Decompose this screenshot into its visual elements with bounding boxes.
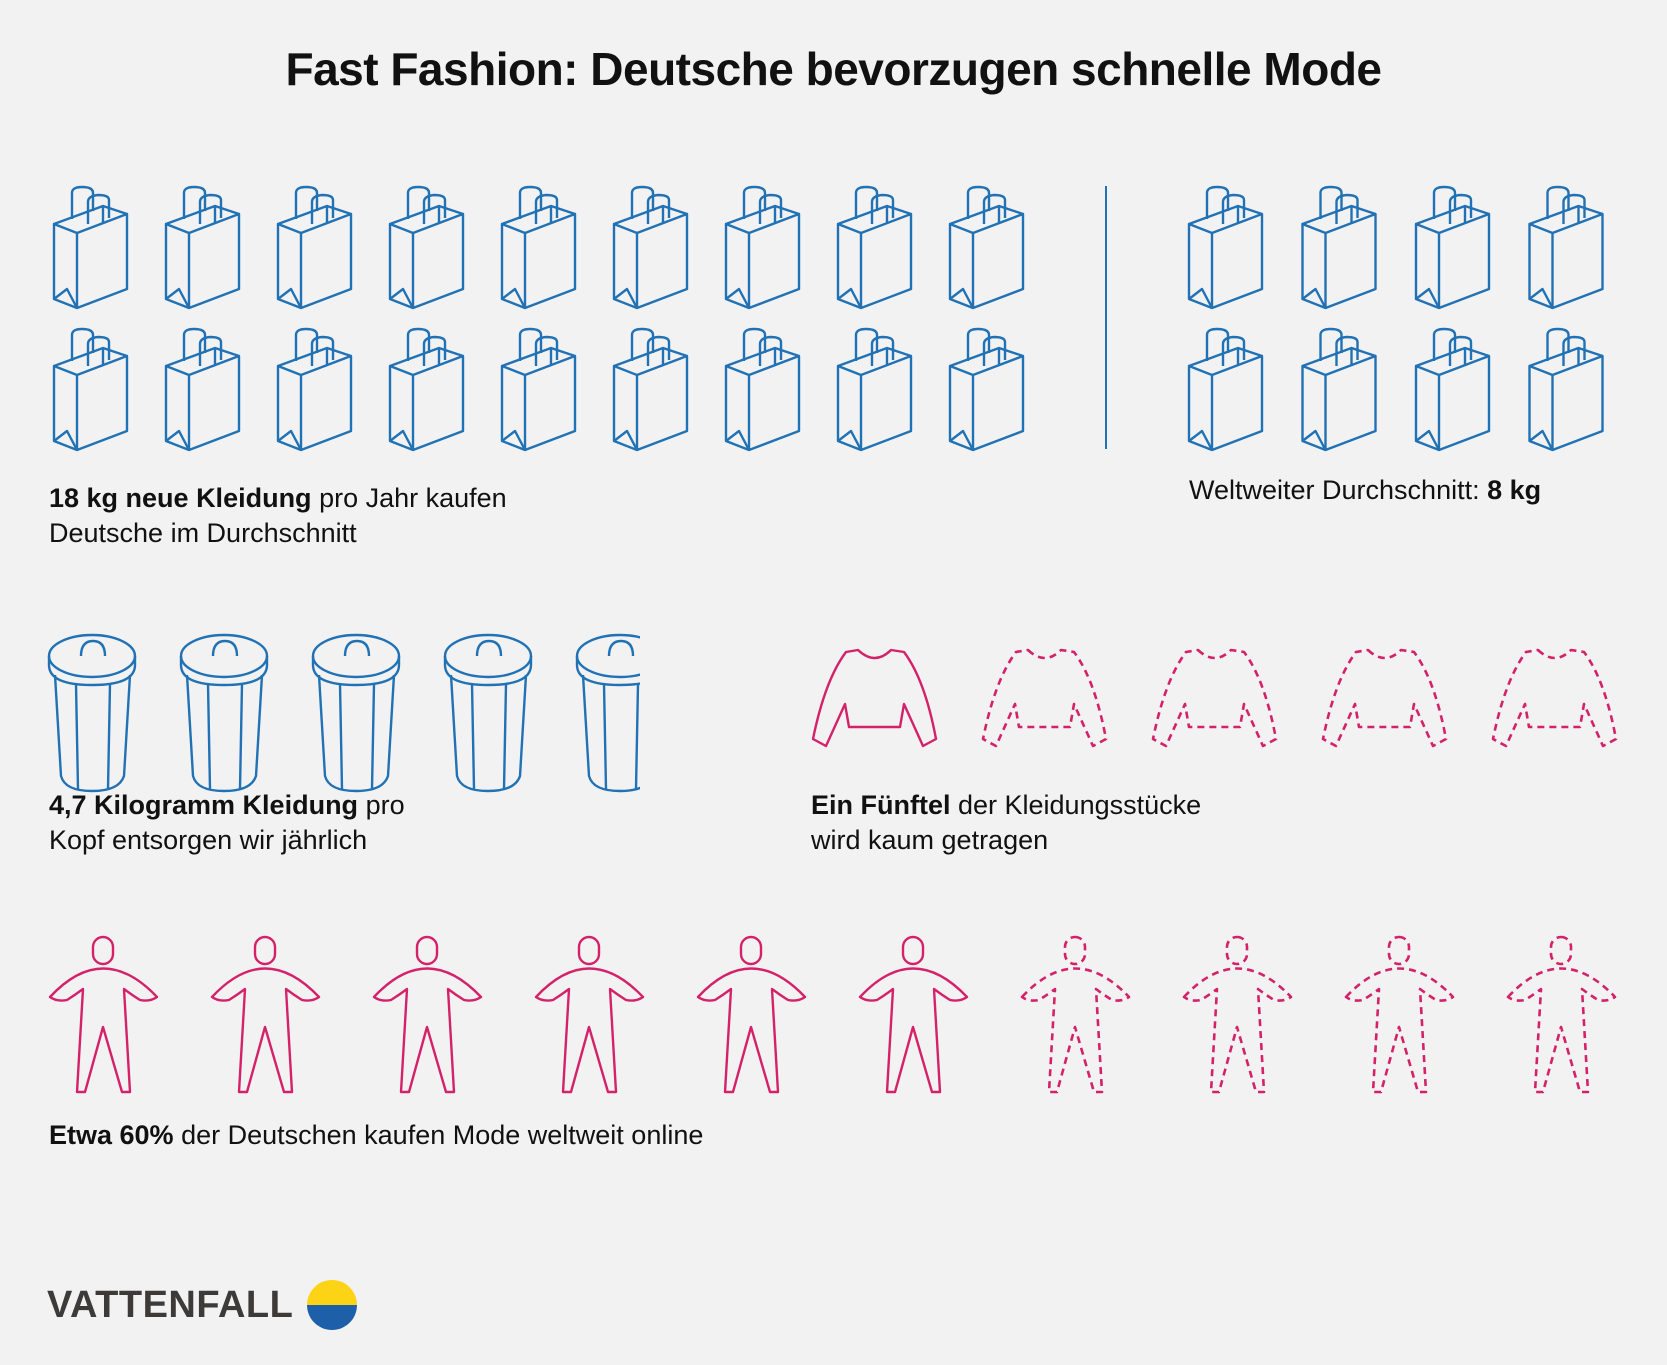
shopping-bag-icon — [836, 185, 913, 310]
stat-world-bags: Weltweiter Durchschnitt: 8 kg — [1189, 475, 1542, 505]
shopping-bag-icon — [1414, 185, 1491, 310]
shopping-bag-icon — [724, 185, 801, 310]
bags-germany — [52, 185, 1025, 452]
shopping-bag-icon — [1187, 327, 1264, 452]
sweater-outline-icon — [981, 648, 1108, 748]
trash-can-icon — [47, 633, 137, 793]
shopping-bag-icon — [500, 327, 577, 452]
page-title: Fast Fashion: Deutsche bevorzugen schnel… — [285, 43, 1382, 95]
sweater-outline-icon — [1321, 648, 1448, 748]
shopping-bag-icon — [1528, 327, 1604, 452]
vattenfall-logo: VATTENFALL — [47, 1280, 358, 1330]
shopping-bag-icon — [500, 185, 577, 310]
trash-can-icon — [311, 633, 401, 793]
shopping-bag-icon — [276, 327, 353, 452]
shopping-bag-icon — [1187, 185, 1264, 310]
sweater-outline-icon — [1491, 648, 1618, 748]
shopping-bag-icon — [948, 185, 1025, 310]
sweater-icon — [811, 648, 938, 748]
shopping-bag-icon — [52, 327, 129, 452]
person-outline-icon — [1020, 935, 1131, 1094]
shopping-bag-icon — [388, 327, 465, 452]
shopping-bag-icon — [612, 185, 689, 310]
shopping-bag-icon — [52, 185, 129, 310]
shopping-bag-icon — [1301, 327, 1377, 452]
person-icon — [534, 935, 645, 1094]
shopping-bag-icon — [1301, 185, 1377, 310]
stat-people: Etwa 60% der Deutschen kaufen Mode weltw… — [49, 1120, 704, 1150]
shopping-bag-icon — [164, 327, 241, 452]
shopping-bag-icon — [836, 327, 913, 452]
person-outline-icon — [1506, 935, 1617, 1094]
logo-disc-icon — [307, 1280, 358, 1330]
shopping-bag-icon — [1528, 185, 1604, 310]
sweaters — [811, 648, 1618, 748]
trash-can-icon — [443, 633, 533, 793]
stat-sweaters: Ein Fünftel der Kleidungsstücke wird kaum… — [811, 790, 1202, 855]
logo-text: VATTENFALL — [47, 1283, 294, 1326]
bags-world — [1187, 185, 1604, 452]
trash-can-icon — [179, 633, 269, 793]
stat-trash: 4,7 Kilogramm Kleidung pro Kopf entsorgen… — [49, 790, 405, 855]
person-icon — [696, 935, 807, 1094]
trash-can-icon — [575, 633, 640, 793]
stat-germany-bags: 18 kg neue Kleidung pro Jahr kaufen Deuts… — [49, 483, 507, 548]
shopping-bag-icon — [276, 185, 353, 310]
sweater-outline-icon — [1151, 648, 1278, 748]
trash-cans — [47, 633, 640, 793]
shopping-bag-icon — [612, 327, 689, 452]
person-icon — [210, 935, 321, 1094]
shopping-bag-icon — [948, 327, 1025, 452]
person-icon — [858, 935, 969, 1094]
people — [48, 935, 1617, 1094]
shopping-bag-icon — [164, 185, 241, 310]
person-icon — [48, 935, 159, 1094]
person-icon — [372, 935, 483, 1094]
shopping-bag-icon — [724, 327, 801, 452]
shopping-bag-icon — [388, 185, 465, 310]
person-outline-icon — [1182, 935, 1293, 1094]
person-outline-icon — [1344, 935, 1455, 1094]
shopping-bag-icon — [1414, 327, 1491, 452]
